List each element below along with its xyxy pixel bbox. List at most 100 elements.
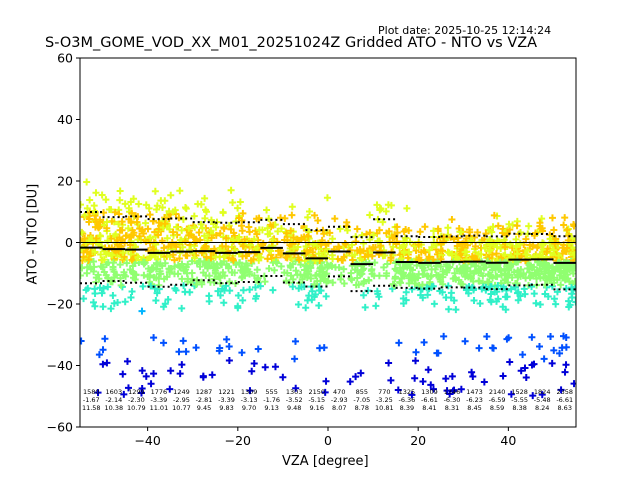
bin-mean-label: -2.93 [331,396,348,404]
data-point [511,283,519,291]
data-point [90,268,98,276]
data-point [565,303,573,311]
data-point [489,263,497,271]
bin-std-label: 9.48 [287,404,301,412]
data-point [421,223,429,231]
data-point [517,265,525,273]
data-point [464,264,472,272]
data-point [181,204,189,212]
bin-stat-labels: 1580-1.6711.581603-2.1410.381299-2.3010.… [82,388,573,412]
data-point [408,391,416,399]
data-point [176,249,184,257]
bin-mean-label: -5.48 [534,396,551,404]
data-point [236,198,244,206]
data-point [538,215,546,223]
axes: −40 −20 0 20 40 −60 −40 −20 0 20 40 60 [47,51,517,449]
data-point [256,282,264,290]
bin-std-label: 11.58 [82,404,101,412]
data-point [324,277,332,285]
data-point [331,215,339,223]
data-point [513,222,521,230]
data-point [261,363,269,371]
data-point [475,277,483,285]
data-point [394,386,402,394]
data-point [406,271,414,279]
data-point [468,252,476,260]
data-point [211,267,219,275]
data-point [351,266,359,274]
bin-std-label: 8.63 [557,404,571,412]
data-point [144,225,152,233]
bin-count-label: 2358 [556,388,573,396]
data-point [101,335,109,343]
data-point [115,220,123,228]
data-point [522,274,530,282]
bin-std-label: 8.38 [512,404,526,412]
data-point [366,236,374,244]
x-axis-label: VZA [degree] [282,454,369,469]
bin-std-label: 11.01 [150,404,169,412]
data-point [227,225,235,233]
data-point [419,378,427,386]
data-point [175,348,183,356]
data-point [216,344,224,352]
data-point [239,209,247,217]
data-point [283,269,291,277]
data-point [311,211,319,219]
data-point [536,219,544,227]
data-point [395,339,403,347]
data-point [167,191,175,199]
data-point [507,285,515,293]
bin-std-label: 9.83 [219,404,233,412]
data-point [542,274,550,282]
data-point [403,263,411,271]
data-point [550,346,558,354]
data-point [98,289,106,297]
data-point [570,251,576,259]
bin-std-label: 10.38 [105,404,124,412]
bin-std-label: 9.70 [242,404,256,412]
data-point [264,230,272,238]
bin-mean-label: -5.15 [308,396,325,404]
bin-count-label: 1776 [151,388,168,396]
data-point [548,359,556,367]
data-point [179,337,187,345]
bin-mean-label: -2.30 [128,396,145,404]
data-point [100,256,108,264]
data-point [109,259,117,267]
data-point [324,239,332,247]
data-point [167,367,175,375]
data-point [83,248,91,256]
data-point [302,242,310,250]
data-point [124,224,132,232]
data-point [144,273,152,281]
data-point [225,342,233,350]
data-point [235,214,243,222]
data-point [506,240,514,248]
data-point [439,247,447,255]
data-point [392,240,400,248]
data-point [91,302,99,310]
data-point [541,290,549,298]
data-point [386,238,394,246]
data-point [403,204,411,212]
data-point [562,260,570,268]
data-point [263,224,271,232]
data-point [192,235,200,243]
data-point [294,300,302,308]
data-point [160,339,168,347]
data-point [92,234,100,242]
data-point [118,218,126,226]
data-point [199,372,207,380]
data-point [448,250,456,258]
data-point [486,246,494,254]
data-point [443,268,451,276]
data-point [411,374,419,382]
data-point [103,359,111,367]
data-point [467,237,475,245]
data-point [311,280,319,288]
chart-title: S-O3M_GOME_VOD_XX_M01_20251024Z Gridded … [45,35,538,51]
data-point [253,230,261,238]
data-point [467,273,475,281]
data-point [493,273,501,281]
